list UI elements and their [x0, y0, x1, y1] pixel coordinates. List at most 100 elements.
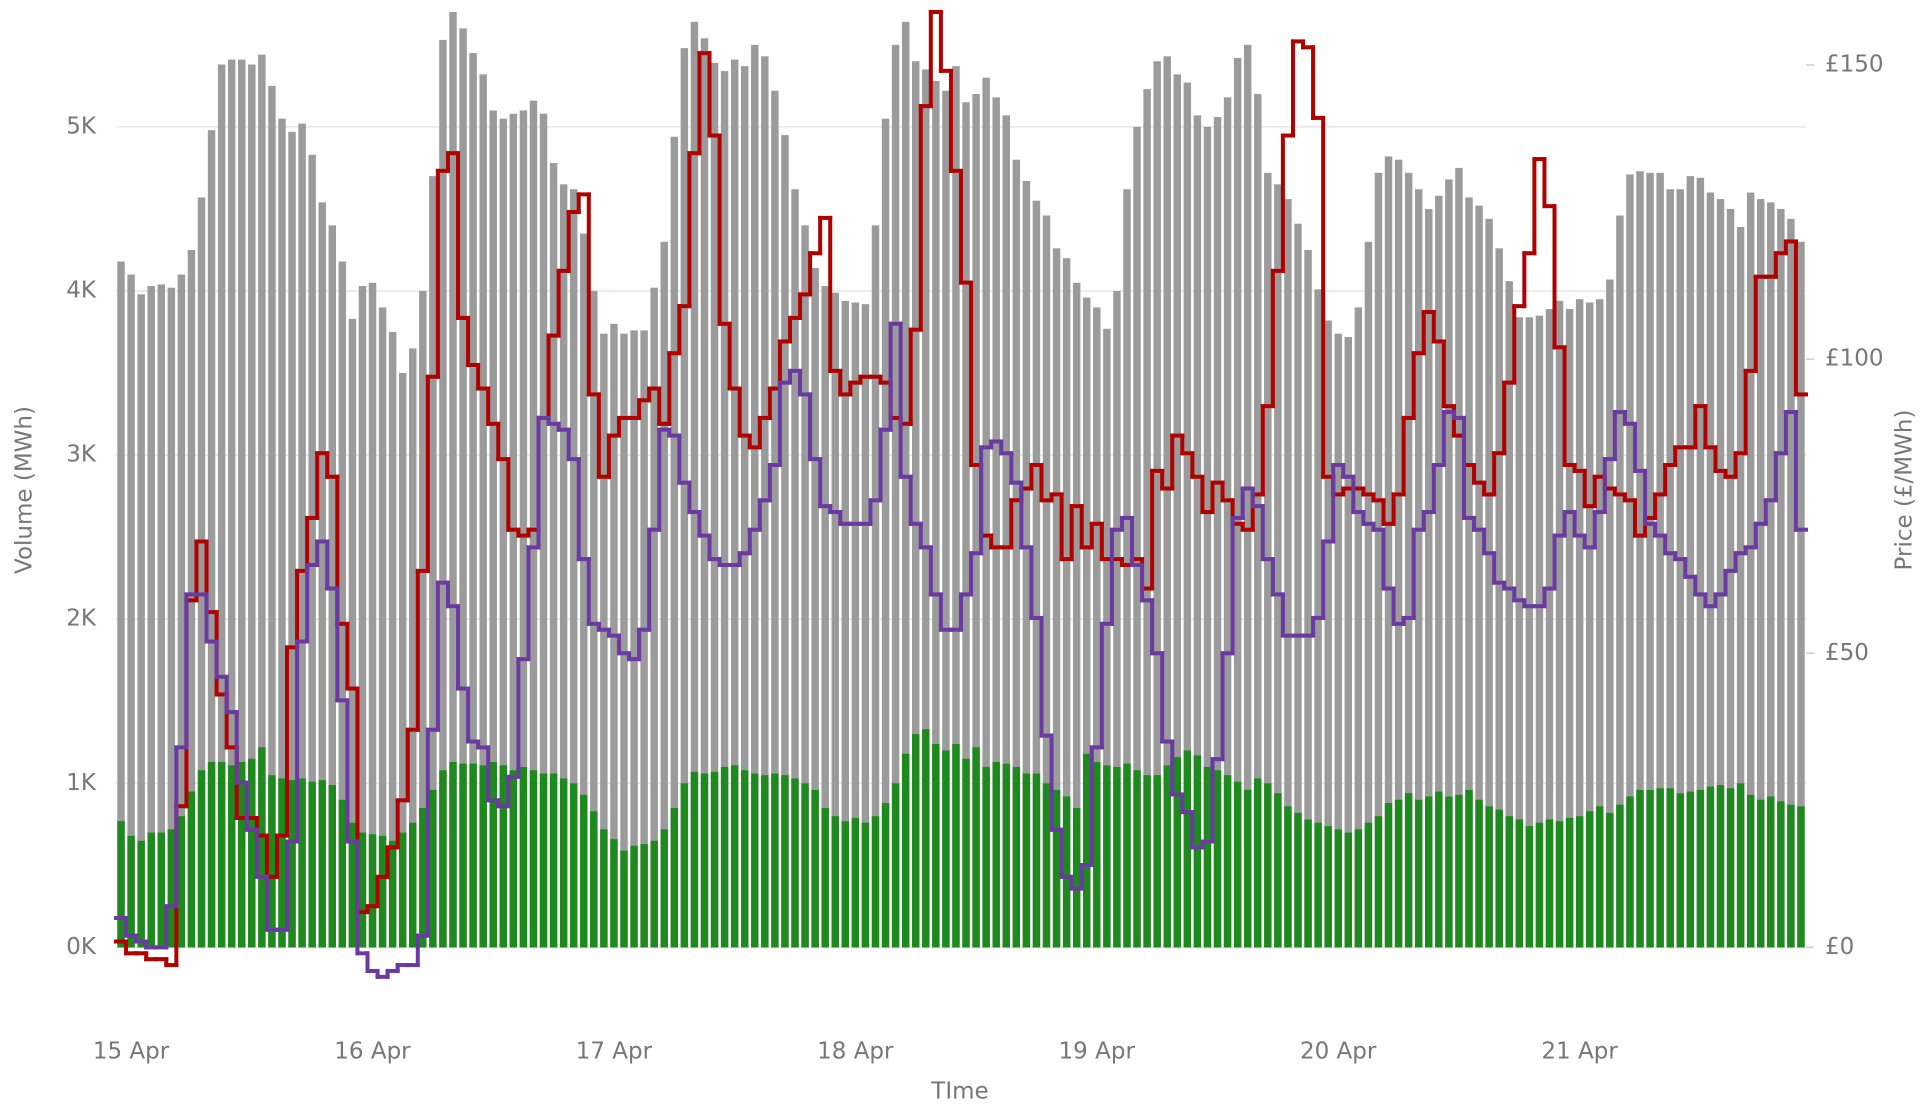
bar [1777, 801, 1785, 948]
bar [781, 135, 789, 948]
bar [1736, 226, 1745, 948]
bar [117, 261, 125, 948]
bar [1304, 819, 1312, 948]
bar [539, 773, 548, 948]
bar [1505, 281, 1513, 948]
bar [1213, 770, 1222, 948]
bar [217, 64, 226, 948]
bar [388, 332, 397, 948]
bar [1374, 816, 1383, 948]
bar [901, 753, 910, 948]
bar [479, 765, 487, 948]
bar [1243, 44, 1252, 948]
bar [751, 773, 759, 948]
bar [1223, 775, 1232, 948]
y2-tick-label: £100 [1825, 346, 1884, 372]
bar [1404, 793, 1413, 948]
bar [1193, 755, 1202, 948]
bar [157, 284, 165, 948]
bar [1585, 302, 1594, 948]
bar [740, 770, 749, 948]
bar [1545, 309, 1554, 948]
bar [630, 845, 638, 948]
x-tick-label: 17 Apr [576, 1039, 653, 1065]
bar [590, 811, 598, 948]
bar [1394, 159, 1403, 948]
bar [891, 783, 900, 948]
bar [1123, 189, 1131, 948]
bar [1052, 789, 1061, 948]
y-tick-label: 1K [66, 770, 97, 796]
x-tick-label: 19 Apr [1059, 1039, 1136, 1065]
bar [1616, 804, 1624, 948]
bar [449, 762, 457, 948]
bar [429, 176, 437, 948]
bar [1606, 279, 1614, 948]
bar [469, 53, 477, 948]
bar [1133, 126, 1141, 948]
bar [871, 816, 880, 948]
bar [1767, 796, 1775, 948]
bar [580, 794, 588, 948]
bar [1455, 794, 1463, 948]
bar [348, 822, 357, 948]
bar [258, 54, 266, 948]
bar [248, 758, 256, 948]
bar [1254, 778, 1262, 948]
bar [1243, 789, 1252, 948]
bar [238, 762, 246, 948]
bar [419, 291, 427, 948]
bar [1626, 796, 1634, 948]
bar [771, 90, 779, 948]
bar [1565, 817, 1574, 948]
bar [590, 291, 598, 948]
bar [1213, 117, 1222, 948]
bar [1032, 200, 1041, 948]
bar [1435, 195, 1443, 948]
bar [1163, 56, 1171, 948]
bar [1656, 172, 1664, 948]
bar [298, 778, 306, 948]
bar [650, 840, 658, 948]
bar [449, 12, 457, 948]
bar [1535, 315, 1544, 948]
bar [1726, 208, 1735, 948]
bar [559, 184, 568, 948]
x-tick-label: 16 Apr [334, 1039, 411, 1065]
bar [378, 835, 387, 948]
y2-axis-title: Price (£/MWh) [1892, 410, 1918, 571]
bar [1183, 82, 1192, 948]
bar [419, 807, 427, 948]
bar [982, 77, 990, 948]
bar [368, 282, 377, 948]
bar [972, 747, 980, 948]
bar [1565, 309, 1574, 948]
bar [539, 113, 548, 948]
bar [358, 832, 367, 948]
bar [1374, 172, 1383, 948]
bar [751, 44, 759, 948]
bar [942, 90, 950, 948]
bar [1706, 192, 1715, 948]
bar [1103, 765, 1111, 948]
bar [1716, 784, 1725, 948]
bar [227, 765, 236, 948]
bar [338, 261, 347, 948]
bar [851, 817, 860, 948]
bar [1646, 172, 1654, 948]
bar [1425, 208, 1433, 948]
bar [710, 771, 719, 948]
bar [640, 330, 648, 948]
bar [1545, 819, 1554, 948]
bar [1666, 189, 1674, 948]
bar [328, 225, 337, 948]
bar [801, 225, 809, 948]
bar [1183, 750, 1192, 948]
bar [529, 100, 538, 948]
bar [258, 747, 266, 948]
bar [600, 333, 608, 948]
bar [1636, 171, 1644, 948]
bar [821, 807, 829, 948]
